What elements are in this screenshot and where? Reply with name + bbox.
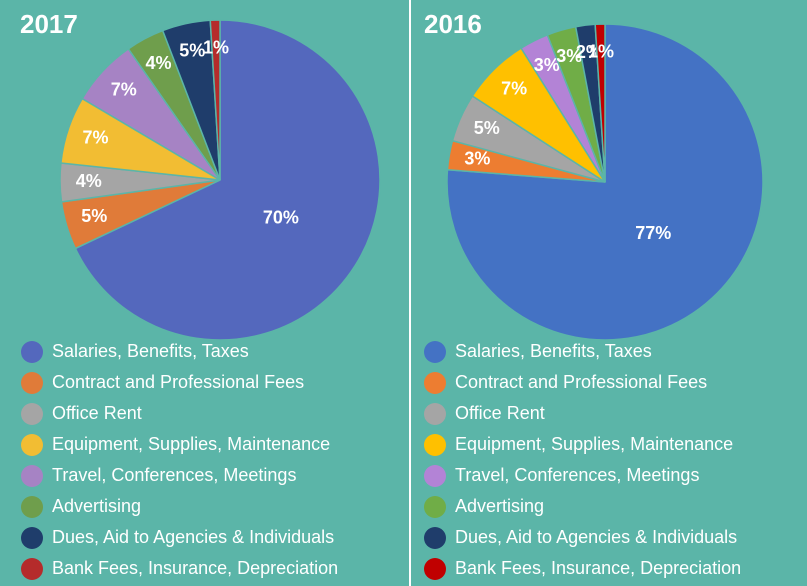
data-label: 7% bbox=[111, 80, 137, 100]
legend-swatch bbox=[424, 403, 446, 425]
pie-slice bbox=[209, 19, 221, 181]
data-label: 4% bbox=[76, 171, 102, 191]
data-label: 1% bbox=[203, 38, 229, 58]
data-label: 5% bbox=[81, 206, 107, 226]
legend-swatch bbox=[424, 496, 446, 518]
legend-swatch bbox=[424, 527, 446, 549]
legend-swatch bbox=[21, 434, 43, 456]
legend-label: Dues, Aid to Agencies & Individuals bbox=[52, 527, 334, 547]
legend-swatch bbox=[21, 527, 43, 549]
legend-swatch bbox=[424, 341, 446, 363]
legend-swatch bbox=[424, 465, 446, 487]
data-label: 3% bbox=[464, 149, 490, 169]
legend-swatch bbox=[21, 558, 43, 580]
data-label: 1% bbox=[588, 41, 614, 61]
legend-label: Equipment, Supplies, Maintenance bbox=[455, 434, 733, 454]
legend-swatch bbox=[424, 372, 446, 394]
legend-swatch bbox=[21, 372, 43, 394]
data-label: 5% bbox=[179, 41, 205, 61]
legend-label: Bank Fees, Insurance, Depreciation bbox=[52, 558, 338, 578]
legend-swatch bbox=[424, 558, 446, 580]
chart-title: 2017 bbox=[20, 9, 78, 39]
data-label: 77% bbox=[635, 223, 671, 243]
data-label: 7% bbox=[82, 127, 108, 147]
legend-swatch bbox=[21, 465, 43, 487]
legend-label: Office Rent bbox=[52, 403, 142, 423]
legend-label: Contract and Professional Fees bbox=[52, 372, 304, 392]
legend-label: Travel, Conferences, Meetings bbox=[455, 465, 699, 485]
legend-label: Salaries, Benefits, Taxes bbox=[455, 341, 652, 361]
legend-swatch bbox=[21, 403, 43, 425]
data-label: 4% bbox=[145, 53, 171, 73]
legend-label: Salaries, Benefits, Taxes bbox=[52, 341, 249, 361]
legend-label: Office Rent bbox=[455, 403, 545, 423]
legend-label: Equipment, Supplies, Maintenance bbox=[52, 434, 330, 454]
data-label: 3% bbox=[534, 55, 560, 75]
legend-swatch bbox=[21, 496, 43, 518]
pie-slice bbox=[594, 23, 606, 183]
legend-label: Advertising bbox=[52, 496, 141, 516]
legend-label: Travel, Conferences, Meetings bbox=[52, 465, 296, 485]
data-label: 2% bbox=[576, 42, 602, 62]
legend-swatch bbox=[424, 434, 446, 456]
data-label: 3% bbox=[556, 46, 582, 66]
chart-title: 2016 bbox=[424, 9, 482, 39]
legend-label: Advertising bbox=[455, 496, 544, 516]
data-label: 7% bbox=[501, 78, 527, 98]
legend-swatch bbox=[21, 341, 43, 363]
legend-label: Dues, Aid to Agencies & Individuals bbox=[455, 527, 737, 547]
data-label: 5% bbox=[474, 118, 500, 138]
legend-label: Contract and Professional Fees bbox=[455, 372, 707, 392]
data-label: 70% bbox=[263, 207, 299, 227]
pie-slice bbox=[74, 19, 381, 341]
legend-label: Bank Fees, Insurance, Depreciation bbox=[455, 558, 741, 578]
